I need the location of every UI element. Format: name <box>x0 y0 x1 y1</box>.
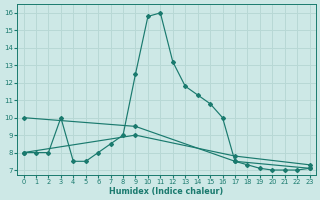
X-axis label: Humidex (Indice chaleur): Humidex (Indice chaleur) <box>109 187 224 196</box>
